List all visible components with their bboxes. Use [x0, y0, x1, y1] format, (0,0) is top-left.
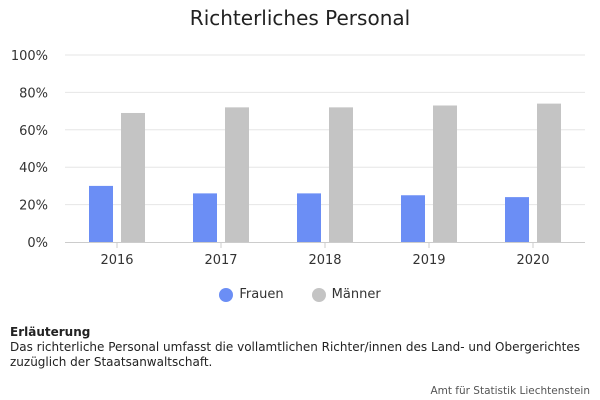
bar-maenner-2017 [225, 107, 249, 242]
y-tick-label: 20% [19, 199, 48, 214]
legend-swatch-maenner [311, 287, 326, 302]
y-tick-label: 40% [19, 161, 48, 176]
legend: Frauen Männer [0, 287, 600, 302]
legend-label-frauen: Frauen [239, 287, 284, 302]
note-text-line-2: zuzüglich der Staatsanwaltschaft. [10, 355, 213, 369]
credit-link[interactable]: Amt für Statistik Liechtenstein [430, 385, 590, 397]
bar-frauen-2020 [505, 197, 529, 242]
note-text-line-1: Das richterliche Personal umfasst die vo… [10, 340, 581, 354]
y-tick-label: 100% [11, 49, 48, 64]
bar-frauen-2018 [297, 193, 321, 242]
bar-maenner-2020 [537, 103, 561, 243]
note-title: Erläuterung [10, 325, 91, 339]
credit: Amt für Statistik Liechtenstein [430, 385, 590, 397]
y-tick-label: 80% [19, 86, 48, 101]
x-tick-label: 2017 [204, 253, 237, 268]
bar-frauen-2017 [193, 193, 217, 242]
legend-swatch-frauen [219, 287, 234, 302]
bar-maenner-2019 [433, 105, 457, 243]
legend-item-maenner[interactable]: Männer [311, 287, 381, 302]
bar-frauen-2016 [89, 185, 113, 242]
legend-label-maenner: Männer [331, 287, 381, 302]
explanation-note: Erläuterung Das richterliche Personal um… [10, 325, 590, 370]
x-tick-label: 2018 [308, 253, 341, 268]
bar-maenner-2018 [329, 107, 353, 242]
y-tick-label: 0% [27, 236, 48, 251]
x-tick-label: 2016 [100, 253, 133, 268]
x-tick-label: 2020 [516, 253, 549, 268]
y-tick-label: 60% [19, 124, 48, 139]
legend-item-frauen[interactable]: Frauen [219, 287, 284, 302]
x-tick-label: 2019 [412, 253, 445, 268]
chart-title: Richterliches Personal [189, 6, 411, 30]
bar-frauen-2019 [401, 195, 425, 242]
bar-maenner-2016 [121, 112, 145, 242]
bar-chart: 0% 20% 40% 60% 80% 100% 2016 2017 2018 2019 2020 [11, 49, 585, 268]
